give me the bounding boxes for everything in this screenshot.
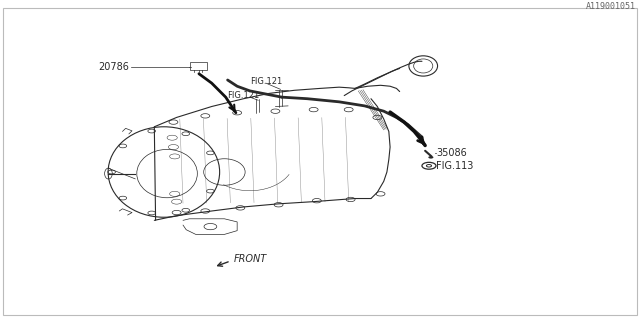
Text: 20786: 20786 (98, 61, 129, 72)
Circle shape (428, 156, 433, 159)
Text: FRONT: FRONT (234, 254, 268, 264)
Text: A119001051: A119001051 (586, 2, 636, 12)
Text: FIG.113: FIG.113 (436, 161, 474, 171)
Text: FIG.121: FIG.121 (250, 77, 282, 86)
Text: 35086: 35086 (436, 148, 467, 158)
Text: FIG.121: FIG.121 (227, 91, 260, 100)
